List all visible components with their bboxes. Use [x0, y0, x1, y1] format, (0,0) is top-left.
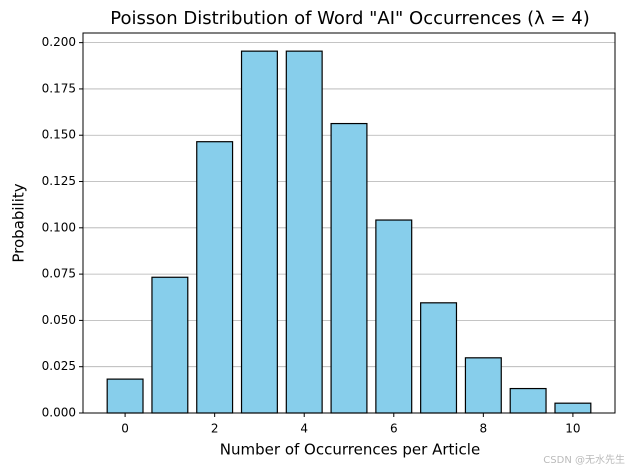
- bar: [106, 378, 144, 414]
- x-tick-label: 2: [211, 422, 219, 436]
- y-tick-label: 0.125: [42, 174, 76, 188]
- bar: [151, 276, 189, 414]
- x-tick-label: 10: [565, 422, 580, 436]
- bar: [464, 357, 502, 414]
- bar: [330, 122, 368, 414]
- x-tick-label: 6: [390, 422, 398, 436]
- chart-title: Poisson Distribution of Word "AI" Occurr…: [110, 8, 590, 29]
- bar: [420, 302, 458, 414]
- y-tick-label: 0.175: [42, 81, 76, 95]
- y-tick-label: 0.150: [42, 128, 76, 142]
- watermark: CSDN @无水先生: [543, 453, 625, 466]
- x-tick-label: 0: [121, 422, 129, 436]
- bar: [554, 402, 592, 414]
- bar: [285, 50, 323, 414]
- bar: [375, 219, 413, 414]
- x-tick-label: 4: [300, 422, 308, 436]
- bar: [240, 50, 278, 414]
- y-tick-label: 0.100: [42, 220, 76, 234]
- y-tick-label: 0.075: [42, 267, 76, 281]
- y-tick-label: 0.200: [42, 35, 76, 49]
- x-tick-label: 8: [480, 422, 488, 436]
- bar: [196, 141, 234, 414]
- plot-frame: [82, 32, 616, 414]
- y-tick-label: 0.050: [42, 313, 76, 327]
- y-tick-label: 0.000: [42, 406, 76, 420]
- x-axis-label: Number of Occurrences per Article: [220, 441, 480, 459]
- bar: [509, 387, 547, 414]
- y-tick-label: 0.025: [42, 359, 76, 373]
- y-axis-label: Probability: [10, 183, 28, 262]
